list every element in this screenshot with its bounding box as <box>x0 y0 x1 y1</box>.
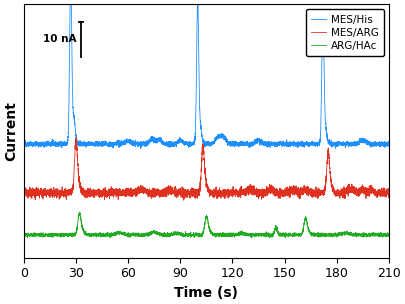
ARG/HAc <box>241 232 245 236</box>
Line: MES/His: MES/His <box>24 0 389 149</box>
ARG/HAc <box>294 234 299 237</box>
MES/ARG <box>181 199 186 202</box>
ARG/HAc <box>259 233 264 237</box>
MES/ARG <box>21 190 26 194</box>
Line: ARG/HAc: ARG/HAc <box>24 212 389 238</box>
Y-axis label: Current: Current <box>4 101 18 161</box>
MES/His <box>241 141 245 145</box>
MES/ARG <box>241 193 245 197</box>
ARG/HAc <box>161 233 166 237</box>
MES/His <box>139 147 143 150</box>
ARG/HAc <box>21 231 26 235</box>
ARG/HAc <box>77 210 82 214</box>
MES/ARG <box>386 190 391 193</box>
ARG/HAc <box>386 235 391 238</box>
MES/His <box>161 140 166 144</box>
MES/ARG <box>322 190 326 193</box>
MES/His <box>88 142 93 145</box>
MES/His <box>259 140 264 144</box>
MES/His <box>386 145 391 148</box>
X-axis label: Time (s): Time (s) <box>174 286 238 300</box>
MES/His <box>322 70 326 74</box>
Legend: MES/His, MES/ARG, ARG/HAc: MES/His, MES/ARG, ARG/HAc <box>306 9 384 56</box>
MES/ARG <box>161 192 166 195</box>
Text: 10 nA: 10 nA <box>43 34 77 44</box>
MES/ARG <box>259 187 264 191</box>
ARG/HAc <box>322 233 326 236</box>
MES/ARG <box>294 189 299 192</box>
MES/ARG <box>74 136 79 140</box>
Line: MES/ARG: MES/ARG <box>24 138 389 200</box>
ARG/HAc <box>88 233 93 237</box>
ARG/HAc <box>249 236 254 240</box>
MES/His <box>21 142 26 146</box>
MES/His <box>294 141 299 145</box>
MES/ARG <box>88 188 93 191</box>
